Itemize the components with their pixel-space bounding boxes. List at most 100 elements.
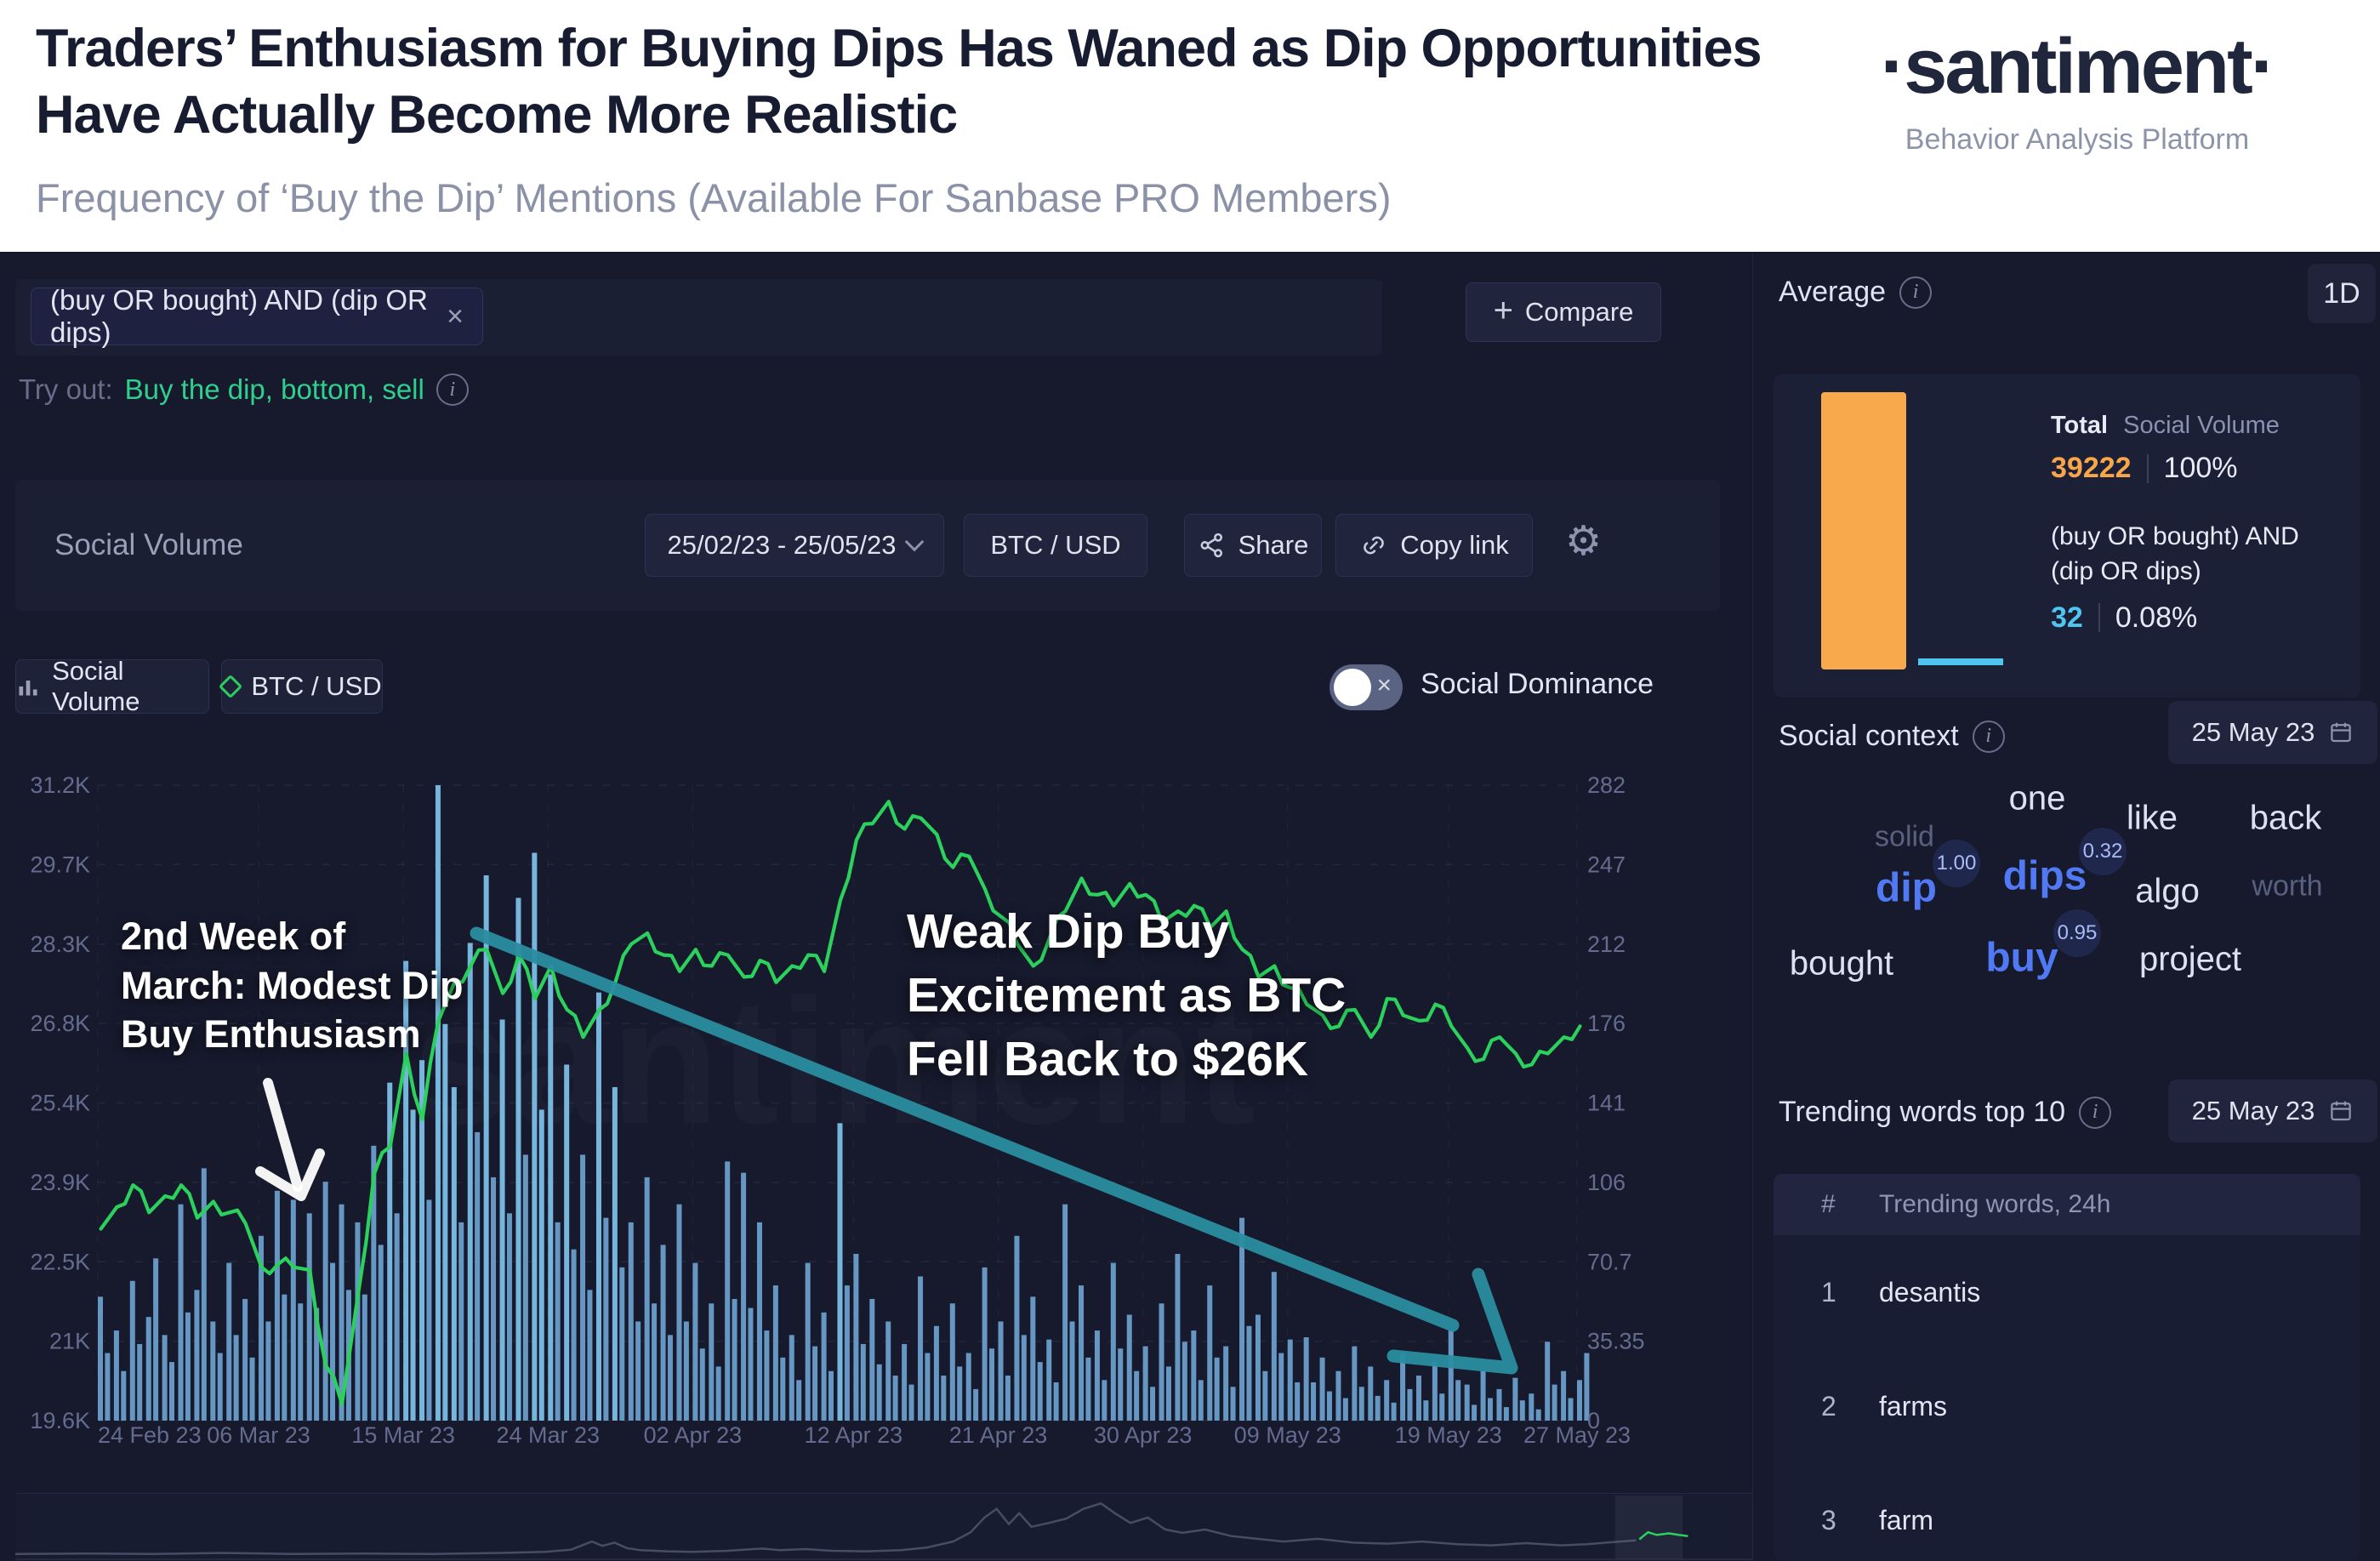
volume-bar — [1384, 1380, 1390, 1421]
tab-social-volume[interactable]: Social Volume — [15, 656, 209, 716]
chart-preview-strip[interactable] — [14, 1493, 1752, 1561]
cloud-word-algo[interactable]: algo — [2135, 872, 2200, 910]
volume-bar — [1021, 1335, 1027, 1421]
volume-bar — [772, 1285, 778, 1421]
cloud-word-back[interactable]: back — [2249, 799, 2322, 837]
svg-text:247: 247 — [1587, 852, 1626, 877]
volume-bar — [1407, 1388, 1413, 1421]
annotation-line: Weak Dip Buy — [907, 904, 1230, 959]
volume-bar — [290, 1199, 296, 1421]
svg-text:30 Apr 23: 30 Apr 23 — [1094, 1422, 1193, 1448]
tryout-links[interactable]: Buy the dip, bottom, sell — [124, 373, 424, 405]
volume-bar — [1239, 1217, 1245, 1421]
volume-bar — [902, 1343, 908, 1421]
table-row[interactable]: 2 farms — [1774, 1349, 2360, 1463]
context-date-button[interactable]: 25 May 23 — [2168, 701, 2377, 764]
svg-text:02 Apr 23: 02 Apr 23 — [644, 1422, 743, 1448]
volume-bar — [1391, 1402, 1397, 1421]
volume-bar — [129, 1280, 135, 1421]
query-chip-label: (buy OR bought) AND (dip OR dips) — [50, 284, 428, 348]
volume-bar — [1535, 1409, 1541, 1421]
volume-bar — [965, 1353, 971, 1421]
close-icon[interactable]: × — [447, 299, 464, 333]
info-icon[interactable]: i — [1972, 720, 2005, 753]
volume-bar — [1287, 1339, 1293, 1421]
tab-social-volume-label: Social Volume — [52, 656, 140, 716]
social-context-label: Social context — [1779, 720, 1959, 752]
svg-text:24 Feb 23: 24 Feb 23 — [98, 1422, 202, 1448]
trending-date-button[interactable]: 25 May 23 — [2168, 1080, 2377, 1142]
volume-bar — [249, 1357, 255, 1421]
page-subtitle: Frequency of ‘Buy the Dip’ Mentions (Ava… — [36, 175, 1392, 220]
svg-text:22.5K: 22.5K — [30, 1249, 90, 1274]
table-row[interactable]: 3 farm — [1774, 1463, 2360, 1561]
volume-bar — [741, 1172, 747, 1421]
share-button[interactable]: Share — [1184, 514, 1322, 577]
volume-bar — [1005, 1376, 1011, 1421]
volume-bar — [538, 1109, 544, 1421]
volume-bar — [1464, 1384, 1470, 1421]
app-body: (buy OR bought) AND (dip OR dips) × + Co… — [0, 254, 2380, 1561]
cloud-word-like[interactable]: like — [2126, 799, 2178, 837]
cloud-word-worth[interactable]: worth — [2252, 869, 2323, 903]
info-icon[interactable]: i — [436, 373, 469, 406]
total-value: 39222 — [2051, 452, 2132, 484]
chart-area[interactable]: santiment 31.2K 29.7K 28.3K 26.8K 25.4K 23.9K… — [17, 757, 1735, 1453]
volume-bar — [1037, 1362, 1043, 1421]
trending-table: # Trending words, 24h 1 desantis 2 farms 3 fa… — [1774, 1174, 2360, 1561]
volume-bar — [1118, 1348, 1124, 1421]
compare-button[interactable]: + Compare — [1466, 282, 1661, 342]
svg-text:27 May 23: 27 May 23 — [1523, 1422, 1631, 1448]
copy-link-button[interactable]: Copy link — [1335, 514, 1533, 577]
cloud-word-project[interactable]: project — [2138, 940, 2242, 978]
volume-bar — [483, 875, 489, 1421]
share-icon — [1200, 533, 1222, 558]
volume-bar — [499, 1019, 505, 1421]
compare-label: Compare — [1524, 297, 1634, 327]
svg-text:31.2K: 31.2K — [30, 772, 90, 798]
svg-text:12 Apr 23: 12 Apr 23 — [805, 1422, 903, 1448]
toggle-close-icon[interactable]: × — [1376, 671, 1392, 699]
interval-1d-button[interactable]: 1D — [2308, 264, 2376, 323]
volume-bar — [419, 1060, 425, 1421]
row-rank: 1 — [1821, 1276, 1836, 1307]
trending-label: Trending words top 10 — [1779, 1096, 2066, 1128]
info-icon[interactable]: i — [1899, 276, 1933, 309]
volume-bars — [98, 785, 1590, 1421]
tab-btc-usd[interactable]: BTC / USD — [219, 659, 383, 714]
volume-bar — [121, 1370, 127, 1421]
divider — [2146, 453, 2149, 483]
volume-bar — [1295, 1382, 1301, 1421]
annotation-arrows — [255, 926, 1518, 1375]
volume-bar — [1448, 1330, 1454, 1421]
volume-bar — [933, 1325, 939, 1421]
volume-bar — [467, 943, 473, 1421]
query-chip[interactable]: (buy OR bought) AND (dip OR dips) × — [31, 284, 483, 348]
average-label: Average — [1779, 276, 1887, 308]
volume-bar — [1519, 1400, 1525, 1421]
volume-bar — [715, 1366, 721, 1421]
col-rank: # — [1821, 1190, 1836, 1218]
cloud-word-dip[interactable]: dip — [1876, 865, 1937, 911]
info-icon[interactable]: i — [2079, 1096, 2112, 1129]
social-dominance-toggle[interactable]: × — [1329, 664, 1403, 710]
volume-bar — [1496, 1388, 1502, 1421]
volume-bar — [226, 1262, 232, 1421]
volume-bar — [194, 1290, 200, 1421]
cloud-word-one[interactable]: one — [2008, 779, 2066, 818]
volume-bar — [941, 1376, 947, 1421]
cloud-word-solid[interactable]: solid — [1875, 820, 1934, 853]
table-row[interactable]: 1 desantis — [1774, 1235, 2360, 1349]
cloud-word-bought[interactable]: bought — [1789, 944, 1894, 983]
copy-link-label: Copy link — [1400, 530, 1509, 560]
volume-bar — [885, 1321, 891, 1421]
cloud-word-buy[interactable]: buy — [1985, 935, 2058, 981]
volume-bar — [1046, 1339, 1052, 1421]
volume-bar — [853, 1253, 859, 1421]
volume-bar — [442, 1023, 448, 1421]
gear-icon[interactable]: ⚙ — [1565, 519, 1603, 564]
pair-button[interactable]: BTC / USD — [964, 514, 1147, 577]
svg-text:24 Mar 23: 24 Mar 23 — [496, 1422, 600, 1448]
cloud-word-dips[interactable]: dips — [2002, 853, 2087, 899]
date-range-button[interactable]: 25/02/23 - 25/05/23 — [645, 514, 944, 577]
